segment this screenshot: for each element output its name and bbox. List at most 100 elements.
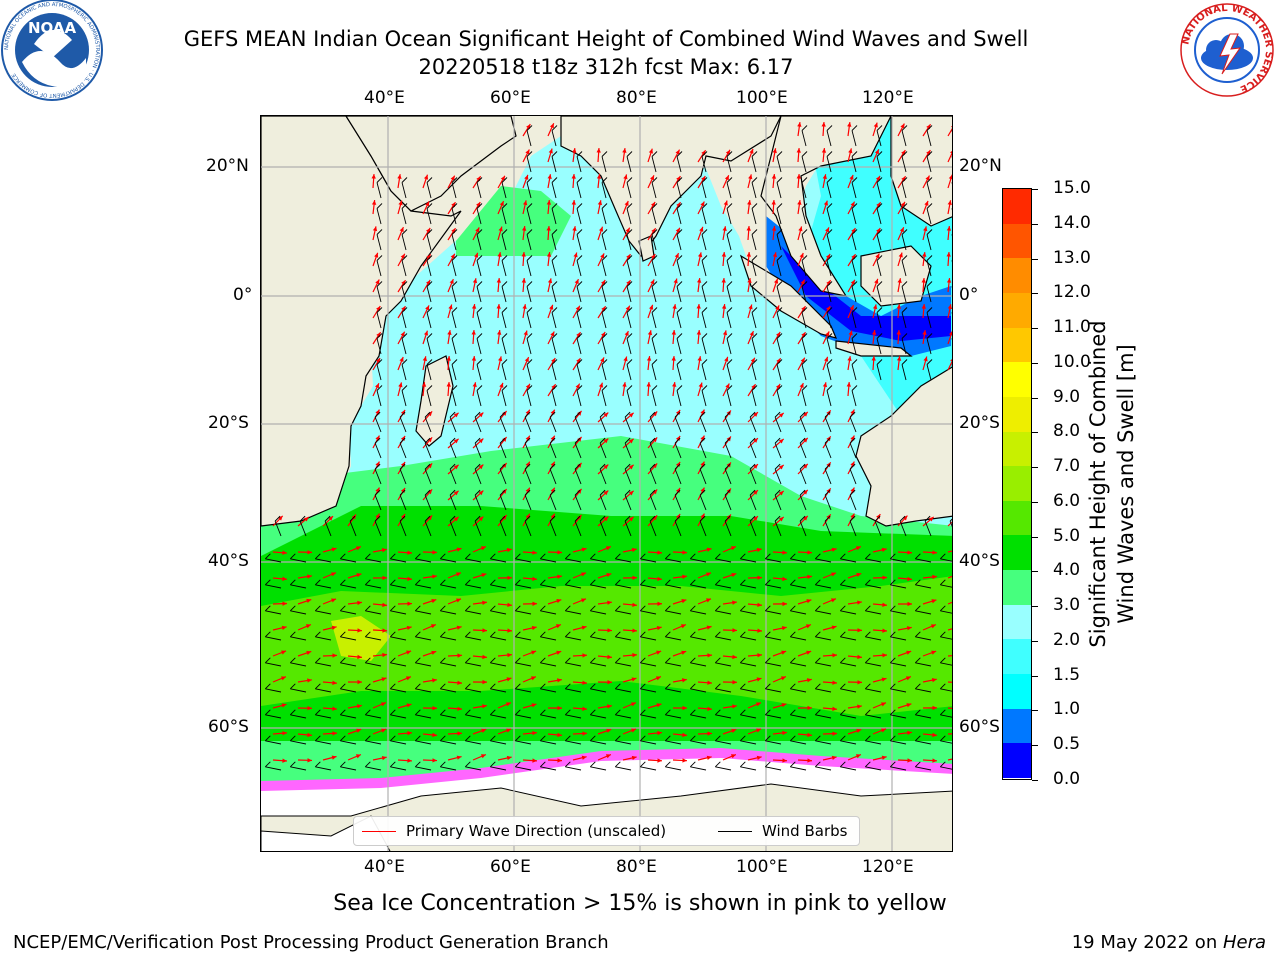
wind-barb [565,683,582,693]
wave-direction-arrow [622,728,637,735]
wind-barb [790,761,807,771]
wind-barb [851,333,858,355]
wind-barb [540,605,557,615]
wind-barb [699,489,707,511]
wave-direction-arrow [822,174,827,189]
colorbar-band [1003,708,1031,744]
wind-barb [615,631,632,641]
wave-direction-arrow [322,755,337,761]
wind-barb [565,657,582,667]
wave-direction-arrow [597,200,603,215]
wind-barb [701,177,708,199]
wind-barb [374,489,382,511]
wave-direction-arrow [746,225,751,241]
wave-direction-arrow [596,147,601,163]
wave-direction-arrow [796,173,801,189]
colorbar-tick-mark [1032,640,1038,642]
wave-direction-arrow [572,305,581,319]
wave-direction-arrow [597,516,609,527]
wind-barb [676,281,683,303]
wind-barb [324,515,332,537]
wave-direction-arrow [747,148,754,163]
wave-direction-arrow [522,650,537,657]
wind-barb [365,631,382,641]
wind-barb [665,735,682,745]
wind-barb [690,683,707,693]
wave-direction-arrow [747,628,763,633]
wind-barb [415,735,432,745]
wave-direction-arrow [472,490,484,501]
wave-direction-arrow [472,704,487,709]
wind-barb [701,151,708,173]
wind-barb [399,411,407,433]
wave-direction-arrow [797,437,809,449]
wave-direction-arrow [772,412,785,423]
wind-barb [474,463,482,485]
wind-barb [415,631,432,641]
wave-direction-arrow [347,704,362,709]
wind-barb [574,437,582,459]
wind-barb [940,579,952,588]
wind-barb [865,657,882,667]
wave-direction-arrow [572,226,577,241]
wave-direction-arrow [572,383,581,397]
wind-barb [590,735,607,745]
wind-barb [726,255,733,277]
wave-direction-arrow [646,356,652,371]
wave-direction-arrow [671,355,676,371]
wind-barb [265,761,282,771]
wind-barb [376,177,383,199]
wind-barb [665,761,682,771]
wave-direction-arrow [647,576,662,582]
wind-barb [376,281,383,303]
wave-direction-arrow [772,758,788,763]
wave-direction-arrow [446,355,451,371]
wave-direction-arrow [472,546,487,553]
wind-barb [490,683,507,693]
wind-barb [926,307,933,329]
lat-label-right-40s: 40°S [959,551,1000,571]
wind-barb [490,579,507,589]
wave-direction-arrow [647,437,658,449]
wave-direction-arrow [496,278,501,293]
wave-direction-arrow [872,175,881,189]
wind-barb [926,151,933,173]
wind-barb [465,683,482,693]
wind-barb [901,255,908,277]
wind-barb [390,579,407,589]
wind-barb [699,437,707,459]
wave-direction-arrow [722,753,737,761]
wind-barb [551,203,558,225]
wind-barb [890,735,907,745]
wind-barb [865,605,882,615]
wave-direction-arrow [372,755,387,761]
wind-barb [851,307,858,329]
wave-direction-arrow [872,278,879,293]
wave-direction-arrow [847,654,862,660]
wind-barb [415,657,432,667]
wind-barb [649,437,657,459]
wave-direction-arrow [797,411,809,423]
wave-direction-arrow [547,678,562,683]
wind-barb [365,657,382,667]
wind-barb [590,631,607,641]
wave-direction-arrow [747,755,762,761]
wave-direction-arrow [622,464,634,475]
wave-direction-arrow [497,728,512,735]
wind-barb [715,553,732,563]
wave-direction-arrow [547,650,562,657]
wind-barb [826,385,833,407]
wind-barb [476,333,483,355]
colorbar-label-line1: Significant Height of Combined [1086,320,1110,648]
wave-direction-arrow [772,438,785,449]
wave-direction-arrow [647,676,662,683]
wind-barb [340,579,357,589]
wave-direction-arrow [447,680,463,685]
wave-direction-arrow [847,753,862,761]
colorbar [1002,188,1032,780]
map-panel [260,115,953,852]
wind-barb [374,411,382,433]
wind-barb [924,515,932,537]
wave-direction-arrow [422,279,431,293]
wind-barb [740,735,757,745]
